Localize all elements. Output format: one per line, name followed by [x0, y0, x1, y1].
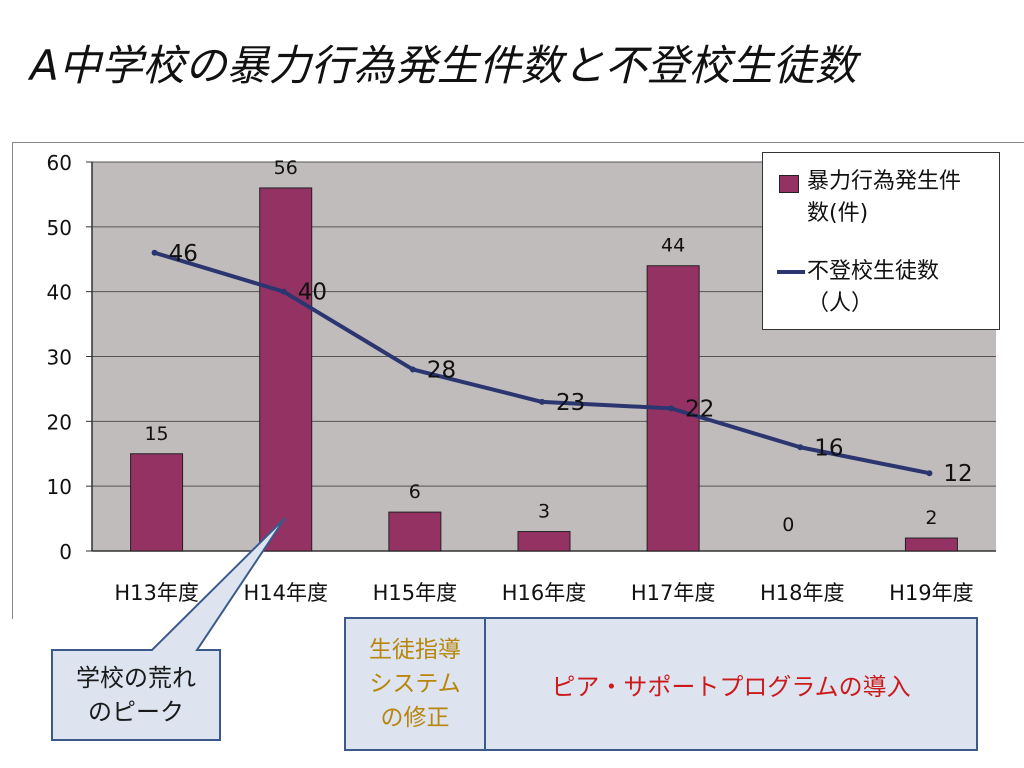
callout-line-2: のピーク: [88, 698, 184, 726]
bar: [130, 453, 184, 552]
bar-value-label: 56: [274, 157, 298, 179]
line-point: [539, 398, 545, 405]
y-tick-label: 50: [47, 216, 72, 240]
callout-text: 学校の荒れ のピーク: [52, 650, 220, 740]
x-tick-label: H17年度: [631, 581, 716, 605]
y-tick-label: 30: [47, 346, 72, 370]
line-point: [926, 470, 933, 477]
line-point: [668, 405, 675, 412]
y-tick-label: 10: [47, 475, 72, 499]
guidance-line-3: の修正: [380, 705, 450, 731]
bar: [259, 187, 313, 552]
guidance-system-box: 生徒指導 システム の修正: [344, 617, 486, 751]
legend-bar-label-1: 暴力行為発生件: [807, 169, 962, 194]
y-tick-label: 20: [47, 410, 72, 434]
bar: [904, 537, 958, 552]
x-tick-label: H15年度: [373, 581, 458, 605]
guidance-line-1: 生徒指導: [369, 637, 461, 663]
line-point: [151, 249, 158, 256]
slide-title: A中学校の暴力行為発生件数と不登校生徒数: [30, 41, 857, 90]
line-value-label: 16: [814, 435, 843, 461]
line-value-label: 46: [169, 241, 198, 267]
legend-bar-swatch: [779, 175, 799, 193]
bar-value-label: 2: [925, 507, 937, 529]
peer-support-label: ピア・サポートプログラムの導入: [551, 672, 911, 701]
y-tick-label: 60: [47, 151, 72, 175]
bar: [517, 531, 571, 552]
bar: [388, 511, 442, 552]
x-tick-label: H18年度: [760, 581, 845, 605]
x-tick-label: H19年度: [889, 581, 974, 605]
bar-value-label: 3: [538, 501, 550, 523]
bar-value-label: 15: [144, 423, 168, 445]
line-value-label: 23: [556, 390, 585, 416]
legend-line-label-2: （人）: [807, 291, 874, 316]
x-tick-label: H16年度: [502, 581, 587, 605]
line-value-label: 12: [943, 461, 972, 487]
legend-line-label-1: 不登校生徒数: [807, 259, 940, 284]
callout-line-1: 学校の荒れ: [76, 664, 196, 692]
chart-frame: [12, 142, 1024, 619]
x-tick-label: H13年度: [114, 581, 199, 605]
legend: 暴力行為発生件 数(件) 不登校生徒数 （人）: [762, 152, 1000, 330]
x-tick-label: H14年度: [243, 581, 328, 605]
y-tick-label: 40: [47, 281, 72, 305]
line-value-label: 40: [298, 280, 327, 306]
peer-support-box: ピア・サポートプログラムの導入: [486, 617, 978, 751]
y-tick-label: 0: [59, 540, 72, 564]
line-value-label: 22: [685, 396, 714, 422]
line-point: [280, 288, 287, 295]
bar-value-label: 44: [661, 235, 685, 257]
legend-line-swatch: [777, 270, 805, 274]
line-point: [797, 444, 804, 451]
legend-bar-label-2: 数(件): [807, 201, 869, 226]
line-value-label: 28: [427, 357, 456, 383]
guidance-line-2: システム: [369, 671, 461, 697]
line-point: [409, 366, 416, 373]
bar-value-label: 6: [409, 481, 421, 503]
bar-value-label: 0: [782, 514, 794, 536]
